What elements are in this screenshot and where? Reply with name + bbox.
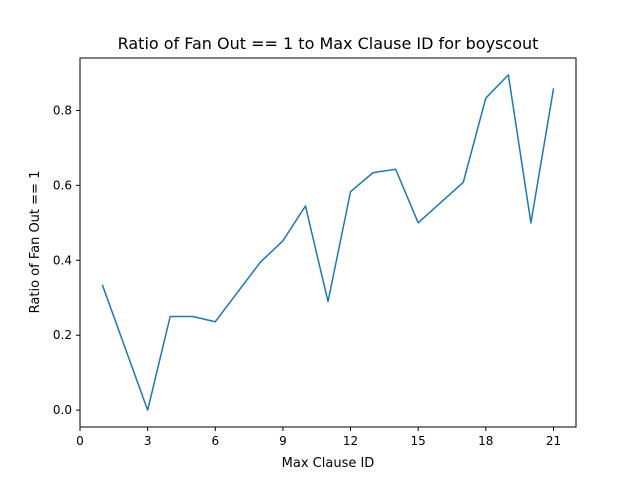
- plot-area: 0 3 6 9 12 15 18 21 0.0 0.2 0.4 0.6 0.8: [53, 57, 577, 448]
- x-tick-label: 21: [546, 434, 561, 448]
- x-tick-label: 3: [144, 434, 152, 448]
- y-tick-label: 0.8: [53, 103, 72, 117]
- y-axis-label: Ratio of Fan Out == 1: [28, 171, 43, 314]
- y-tick-label: 0.0: [53, 403, 72, 417]
- chart-title: Ratio of Fan Out == 1 to Max Clause ID f…: [118, 34, 539, 53]
- x-axis-label: Max Clause ID: [282, 456, 375, 471]
- y-tick-label: 0.6: [53, 178, 72, 192]
- x-tick-label: 0: [76, 434, 84, 448]
- x-tick-label: 12: [343, 434, 358, 448]
- x-tick-label: 9: [279, 434, 287, 448]
- x-tick-label: 18: [478, 434, 493, 448]
- plot-frame: [79, 57, 577, 428]
- y-tick-label: 0.2: [53, 328, 72, 342]
- x-tick-label: 6: [211, 434, 219, 448]
- x-tick-label: 15: [411, 434, 426, 448]
- series-line-0: [101, 74, 555, 411]
- y-tick-label: 0.4: [53, 253, 72, 267]
